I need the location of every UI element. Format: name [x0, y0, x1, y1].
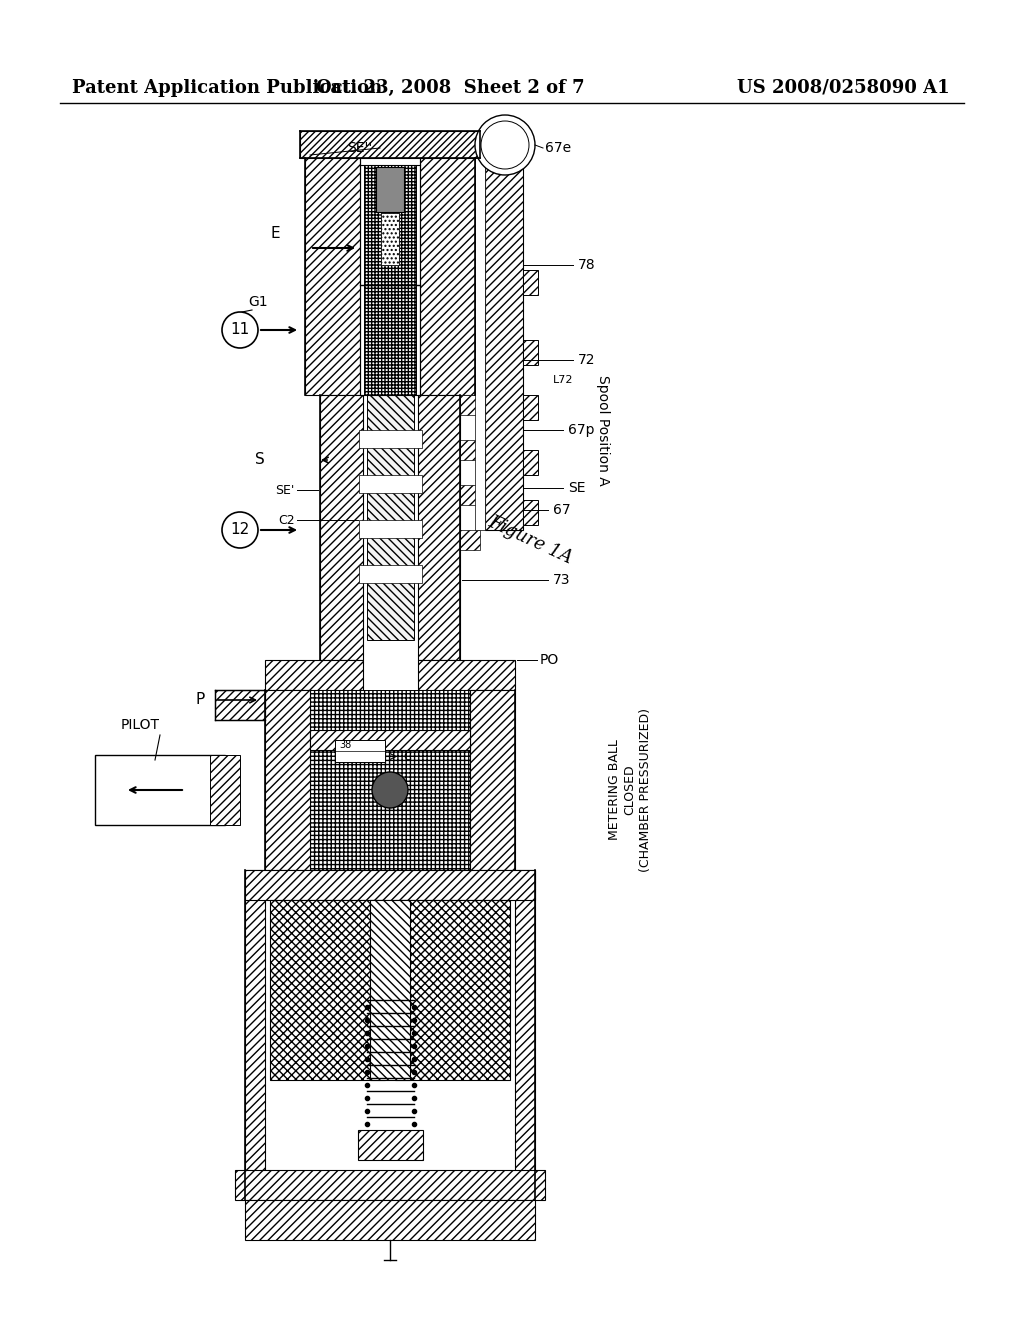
Text: 67: 67	[553, 503, 570, 517]
Bar	[460, 440, 480, 459]
Bar	[270, 900, 385, 1080]
Text: SE: SE	[568, 480, 586, 495]
Bar	[523, 341, 538, 366]
Bar	[523, 271, 538, 294]
Text: L72: L72	[553, 375, 573, 385]
Bar	[265, 690, 310, 870]
Bar	[245, 870, 265, 1200]
Text: PO: PO	[540, 653, 559, 667]
Text: S: S	[255, 453, 265, 467]
Bar	[234, 1170, 545, 1200]
Bar	[310, 690, 470, 870]
Bar	[364, 285, 416, 395]
Bar	[310, 730, 470, 750]
Bar	[95, 755, 225, 825]
Bar	[370, 900, 410, 1080]
Circle shape	[222, 512, 258, 548]
Bar	[335, 741, 385, 762]
Bar	[358, 520, 422, 539]
Text: US 2008/0258090 A1: US 2008/0258090 A1	[737, 79, 950, 96]
Bar	[358, 430, 422, 447]
Text: 11: 11	[230, 322, 250, 338]
Bar	[460, 395, 480, 414]
Text: 72: 72	[578, 352, 596, 367]
Text: 73: 73	[553, 573, 570, 587]
Text: G1: G1	[248, 294, 267, 309]
Text: (CHAMBER PRESSURIZED): (CHAMBER PRESSURIZED)	[639, 708, 651, 873]
Bar	[210, 755, 240, 825]
Text: C2: C2	[279, 513, 295, 527]
Bar	[523, 450, 538, 475]
Bar	[265, 660, 362, 690]
Bar	[319, 395, 362, 660]
Text: 67e: 67e	[545, 141, 571, 154]
Bar	[523, 395, 538, 420]
Text: Figure 1A: Figure 1A	[485, 512, 575, 568]
Bar	[245, 1200, 535, 1239]
Bar	[367, 395, 414, 640]
Bar	[460, 484, 480, 506]
Bar	[475, 158, 485, 531]
Bar	[358, 475, 422, 492]
Bar	[215, 690, 265, 719]
Bar	[265, 870, 283, 900]
Text: E: E	[270, 226, 280, 240]
Text: Oct. 23, 2008  Sheet 2 of 7: Oct. 23, 2008 Sheet 2 of 7	[315, 79, 585, 96]
Text: Patent Application Publication: Patent Application Publication	[72, 79, 382, 96]
Bar	[470, 690, 515, 870]
Text: METERING BALL: METERING BALL	[608, 739, 622, 841]
Circle shape	[475, 115, 535, 176]
Bar	[300, 131, 480, 158]
Text: C: C	[403, 751, 411, 762]
Text: 12: 12	[230, 523, 250, 537]
Circle shape	[372, 772, 408, 808]
Text: 67p: 67p	[568, 422, 595, 437]
Bar	[497, 870, 515, 900]
Bar	[460, 531, 480, 550]
Text: PILOT: PILOT	[121, 718, 160, 733]
Bar	[395, 900, 510, 1080]
Text: P: P	[196, 693, 205, 708]
Bar	[305, 158, 360, 395]
Bar	[485, 131, 523, 531]
Bar	[245, 870, 535, 900]
Text: SE': SE'	[275, 483, 295, 496]
Bar	[376, 168, 404, 213]
Circle shape	[222, 312, 258, 348]
Bar	[381, 213, 399, 265]
Bar	[418, 395, 460, 660]
Text: 38: 38	[339, 741, 351, 751]
Text: SE'': SE''	[347, 141, 373, 154]
Bar	[357, 1130, 423, 1160]
Text: Spool Position A: Spool Position A	[596, 375, 610, 486]
Text: 78: 78	[578, 257, 596, 272]
Bar	[523, 500, 538, 525]
Bar	[364, 165, 416, 285]
Text: CLOSED: CLOSED	[624, 764, 637, 816]
Bar	[420, 158, 475, 395]
Bar	[418, 660, 515, 690]
Bar	[515, 870, 535, 1200]
Bar	[381, 213, 399, 265]
Bar	[358, 565, 422, 583]
